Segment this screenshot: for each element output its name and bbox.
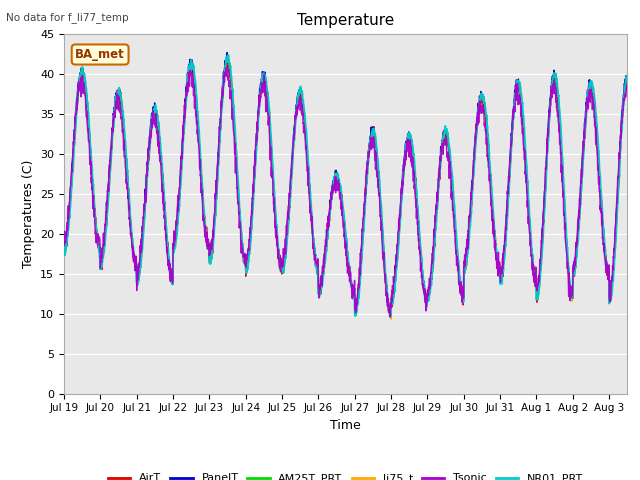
- Legend: AirT, PanelT, AM25T_PRT, li75_t, Tsonic, NR01_PRT: AirT, PanelT, AM25T_PRT, li75_t, Tsonic,…: [104, 469, 588, 480]
- Y-axis label: Temperatures (C): Temperatures (C): [22, 159, 35, 268]
- X-axis label: Time: Time: [330, 419, 361, 432]
- Text: BA_met: BA_met: [76, 48, 125, 61]
- Text: No data for f_li77_temp: No data for f_li77_temp: [6, 12, 129, 23]
- Title: Temperature: Temperature: [297, 13, 394, 28]
